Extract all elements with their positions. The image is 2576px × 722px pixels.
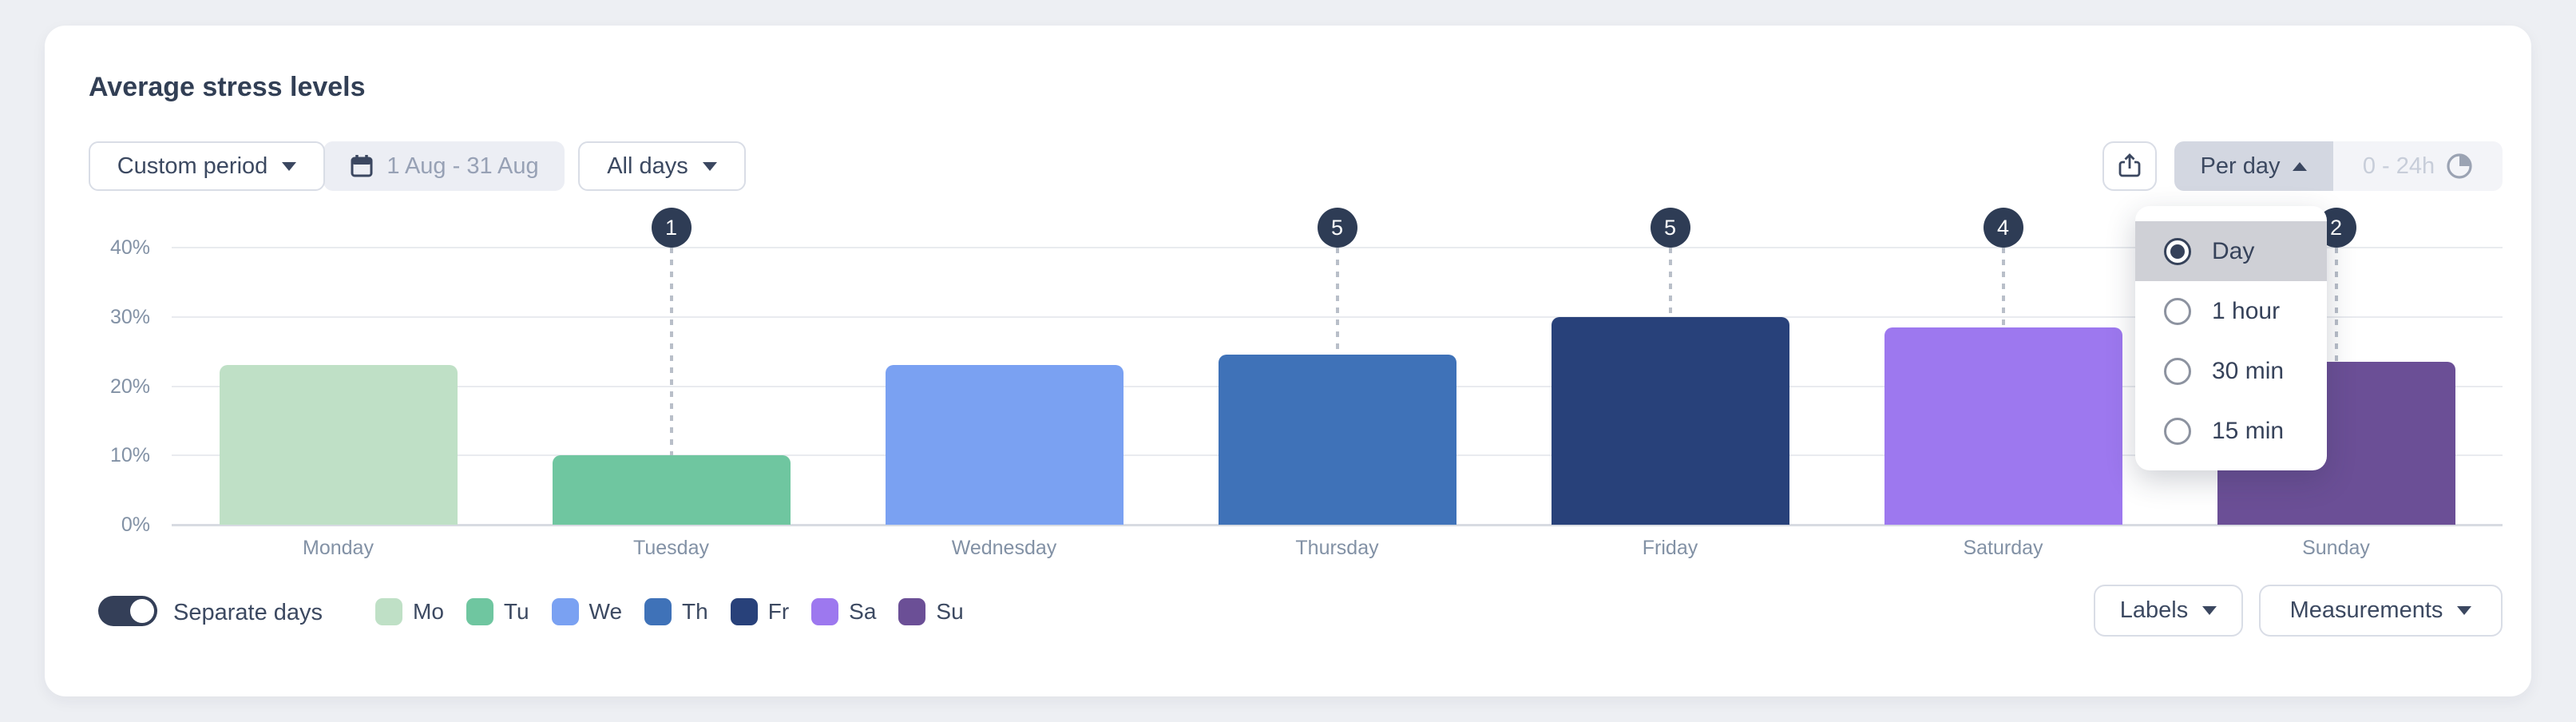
legend-label: Fr [767,599,790,624]
legend-swatch-mo [375,598,402,625]
labels-button[interactable]: Labels [2094,585,2243,637]
chart-legend: Mo Tu We Th Fr Sa Su [375,597,964,626]
y-axis-tick: 0% [121,514,150,536]
radio-icon[interactable] [2164,357,2191,385]
granularity-option-label: Day [2212,237,2255,264]
badge-stem-line [1668,248,1672,317]
granularity-option-label: 1 hour [2212,297,2281,324]
day-filter-label: All days [607,153,688,179]
legend-label: Th [682,599,708,624]
granularity-option-30-min[interactable]: 30 min [2135,341,2327,401]
legend-item-tu[interactable]: Tu [466,598,529,625]
legend-swatch-su [898,598,926,625]
day-filter-button[interactable]: All days [578,141,746,191]
legend-item-we[interactable]: We [551,598,623,625]
time-range-label: 0 - 24h [2362,153,2435,179]
x-axis-label-friday: Friday [1642,537,1698,559]
period-selector-label: Custom period [117,153,268,179]
pie-clock-icon [2446,153,2473,180]
legend-label: Sa [849,599,877,624]
y-axis-tick: 20% [109,375,150,398]
bar-saturday[interactable] [1884,327,2122,525]
badge-tuesday: 1 [651,208,692,248]
granularity-option-15-min[interactable]: 15 min [2135,401,2327,461]
badge-stem-line [2334,248,2338,363]
badge-saturday: 4 [1983,208,2023,248]
legend-item-th[interactable]: Th [644,598,708,625]
legend-swatch-sa [811,598,839,625]
x-axis-label-tuesday: Tuesday [633,537,709,559]
granularity-option-1-hour[interactable]: 1 hour [2135,281,2327,341]
y-axis-tick: 30% [109,305,150,328]
bar-tuesday[interactable] [552,455,791,525]
radio-icon[interactable] [2164,417,2191,445]
x-axis-label-wednesday: Wednesday [951,537,1057,559]
toggle-knob [130,599,154,623]
granularity-option-label: 30 min [2212,357,2285,384]
legend-swatch-th [644,598,672,625]
legend-item-su[interactable]: Su [898,598,964,625]
page-title: Average stress levels [89,72,366,102]
legend-item-mo[interactable]: Mo [375,598,444,625]
bar-friday[interactable] [1551,316,1789,525]
legend-swatch-tu [466,598,493,625]
legend-label: Mo [413,599,444,624]
period-selector-button[interactable]: Custom period [89,141,325,191]
radio-icon[interactable] [2164,297,2191,325]
granularity-selector-label: Per day [2200,153,2281,179]
chevron-down-icon [2202,606,2217,615]
badge-thursday: 5 [1317,208,1357,248]
legend-swatch-fr [730,598,758,625]
bar-monday[interactable] [219,365,458,525]
date-range-chip[interactable]: 1 Aug - 31 Aug [323,141,565,191]
x-axis-label-sunday: Sunday [2302,537,2370,559]
badge-stem-line [1335,248,1339,355]
granularity-option-label: 15 min [2212,417,2285,444]
chevron-down-icon [282,161,297,171]
radio-selected-icon[interactable] [2164,237,2191,265]
chevron-down-icon [702,161,717,171]
legend-swatch-we [551,598,579,625]
date-range-label: 1 Aug - 31 Aug [386,153,539,179]
gridline-0% [172,524,2503,526]
legend-label: Tu [503,599,529,624]
measurements-button[interactable]: Measurements [2259,585,2503,637]
x-axis-label-saturday: Saturday [1963,537,2043,559]
chevron-up-icon [2293,161,2308,171]
time-range-button[interactable]: 0 - 24h [2333,141,2503,191]
share-button[interactable] [2102,141,2157,191]
separate-days-label: Separate days [173,600,323,625]
legend-item-fr[interactable]: Fr [730,598,790,625]
badge-stem-line [2001,248,2005,327]
chevron-down-icon [2457,606,2472,615]
granularity-selector-button[interactable]: Per day [2174,141,2333,191]
legend-label: Su [936,599,964,624]
x-axis-label-thursday: Thursday [1295,537,1379,559]
y-axis-tick: 40% [109,236,150,259]
legend-label: We [589,599,623,624]
badge-friday: 5 [1650,208,1690,248]
stress-levels-card: Average stress levels Custom period 1 Au… [45,26,2531,696]
bar-wednesday[interactable] [885,365,1124,525]
separate-days-toggle[interactable] [98,596,157,626]
badge-stem-line [669,248,673,456]
granularity-menu: Day 1 hour 30 min 15 min [2135,206,2327,470]
y-axis-tick: 10% [109,444,150,467]
legend-item-sa[interactable]: Sa [811,598,876,625]
granularity-option-day[interactable]: Day [2135,221,2327,281]
bar-thursday[interactable] [1218,355,1456,525]
calendar-icon [349,153,375,179]
x-axis-label-monday: Monday [303,537,374,559]
measurements-button-label: Measurements [2289,597,2443,623]
labels-button-label: Labels [2119,597,2189,623]
share-icon [2115,152,2144,180]
